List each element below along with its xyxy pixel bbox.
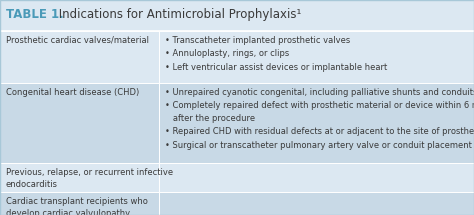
Text: Prosthetic cardiac valves/material: Prosthetic cardiac valves/material xyxy=(6,36,149,45)
Text: • Unrepaired cyanotic congenital, including palliative shunts and conduits: • Unrepaired cyanotic congenital, includ… xyxy=(165,88,474,97)
Bar xyxy=(159,192,474,215)
Bar xyxy=(0,31,159,83)
Text: Cardiac transplant recipients who
develop cardiac valvulopathy: Cardiac transplant recipients who develo… xyxy=(6,197,147,215)
Text: • Repaired CHD with residual defects at or adjacent to the site of prosthetic ma: • Repaired CHD with residual defects at … xyxy=(165,127,474,137)
Bar xyxy=(159,83,474,163)
Text: TABLE 1.: TABLE 1. xyxy=(6,8,64,20)
Bar xyxy=(0,192,159,215)
Bar xyxy=(159,163,474,192)
Text: • Transcatheter implanted prosthetic valves: • Transcatheter implanted prosthetic val… xyxy=(165,36,350,45)
Text: Congenital heart disease (CHD): Congenital heart disease (CHD) xyxy=(6,88,139,97)
Bar xyxy=(0,163,159,192)
Bar xyxy=(0,0,474,31)
Text: • Completely repaired defect with prosthetic material or device within 6 months: • Completely repaired defect with prosth… xyxy=(165,101,474,110)
Text: • Left ventricular assist devices or implantable heart: • Left ventricular assist devices or imp… xyxy=(165,63,387,72)
Text: after the procedure: after the procedure xyxy=(165,114,255,123)
Text: Indications for Antimicrobial Prophylaxis¹: Indications for Antimicrobial Prophylaxi… xyxy=(55,8,302,20)
Text: • Annuloplasty, rings, or clips: • Annuloplasty, rings, or clips xyxy=(165,49,289,58)
Text: Previous, relapse, or recurrent infective
endocarditis: Previous, relapse, or recurrent infectiv… xyxy=(6,168,173,189)
Bar xyxy=(159,31,474,83)
Text: • Surgical or transcatheter pulmonary artery valve or conduit placement: • Surgical or transcatheter pulmonary ar… xyxy=(165,141,472,150)
Bar xyxy=(0,83,159,163)
